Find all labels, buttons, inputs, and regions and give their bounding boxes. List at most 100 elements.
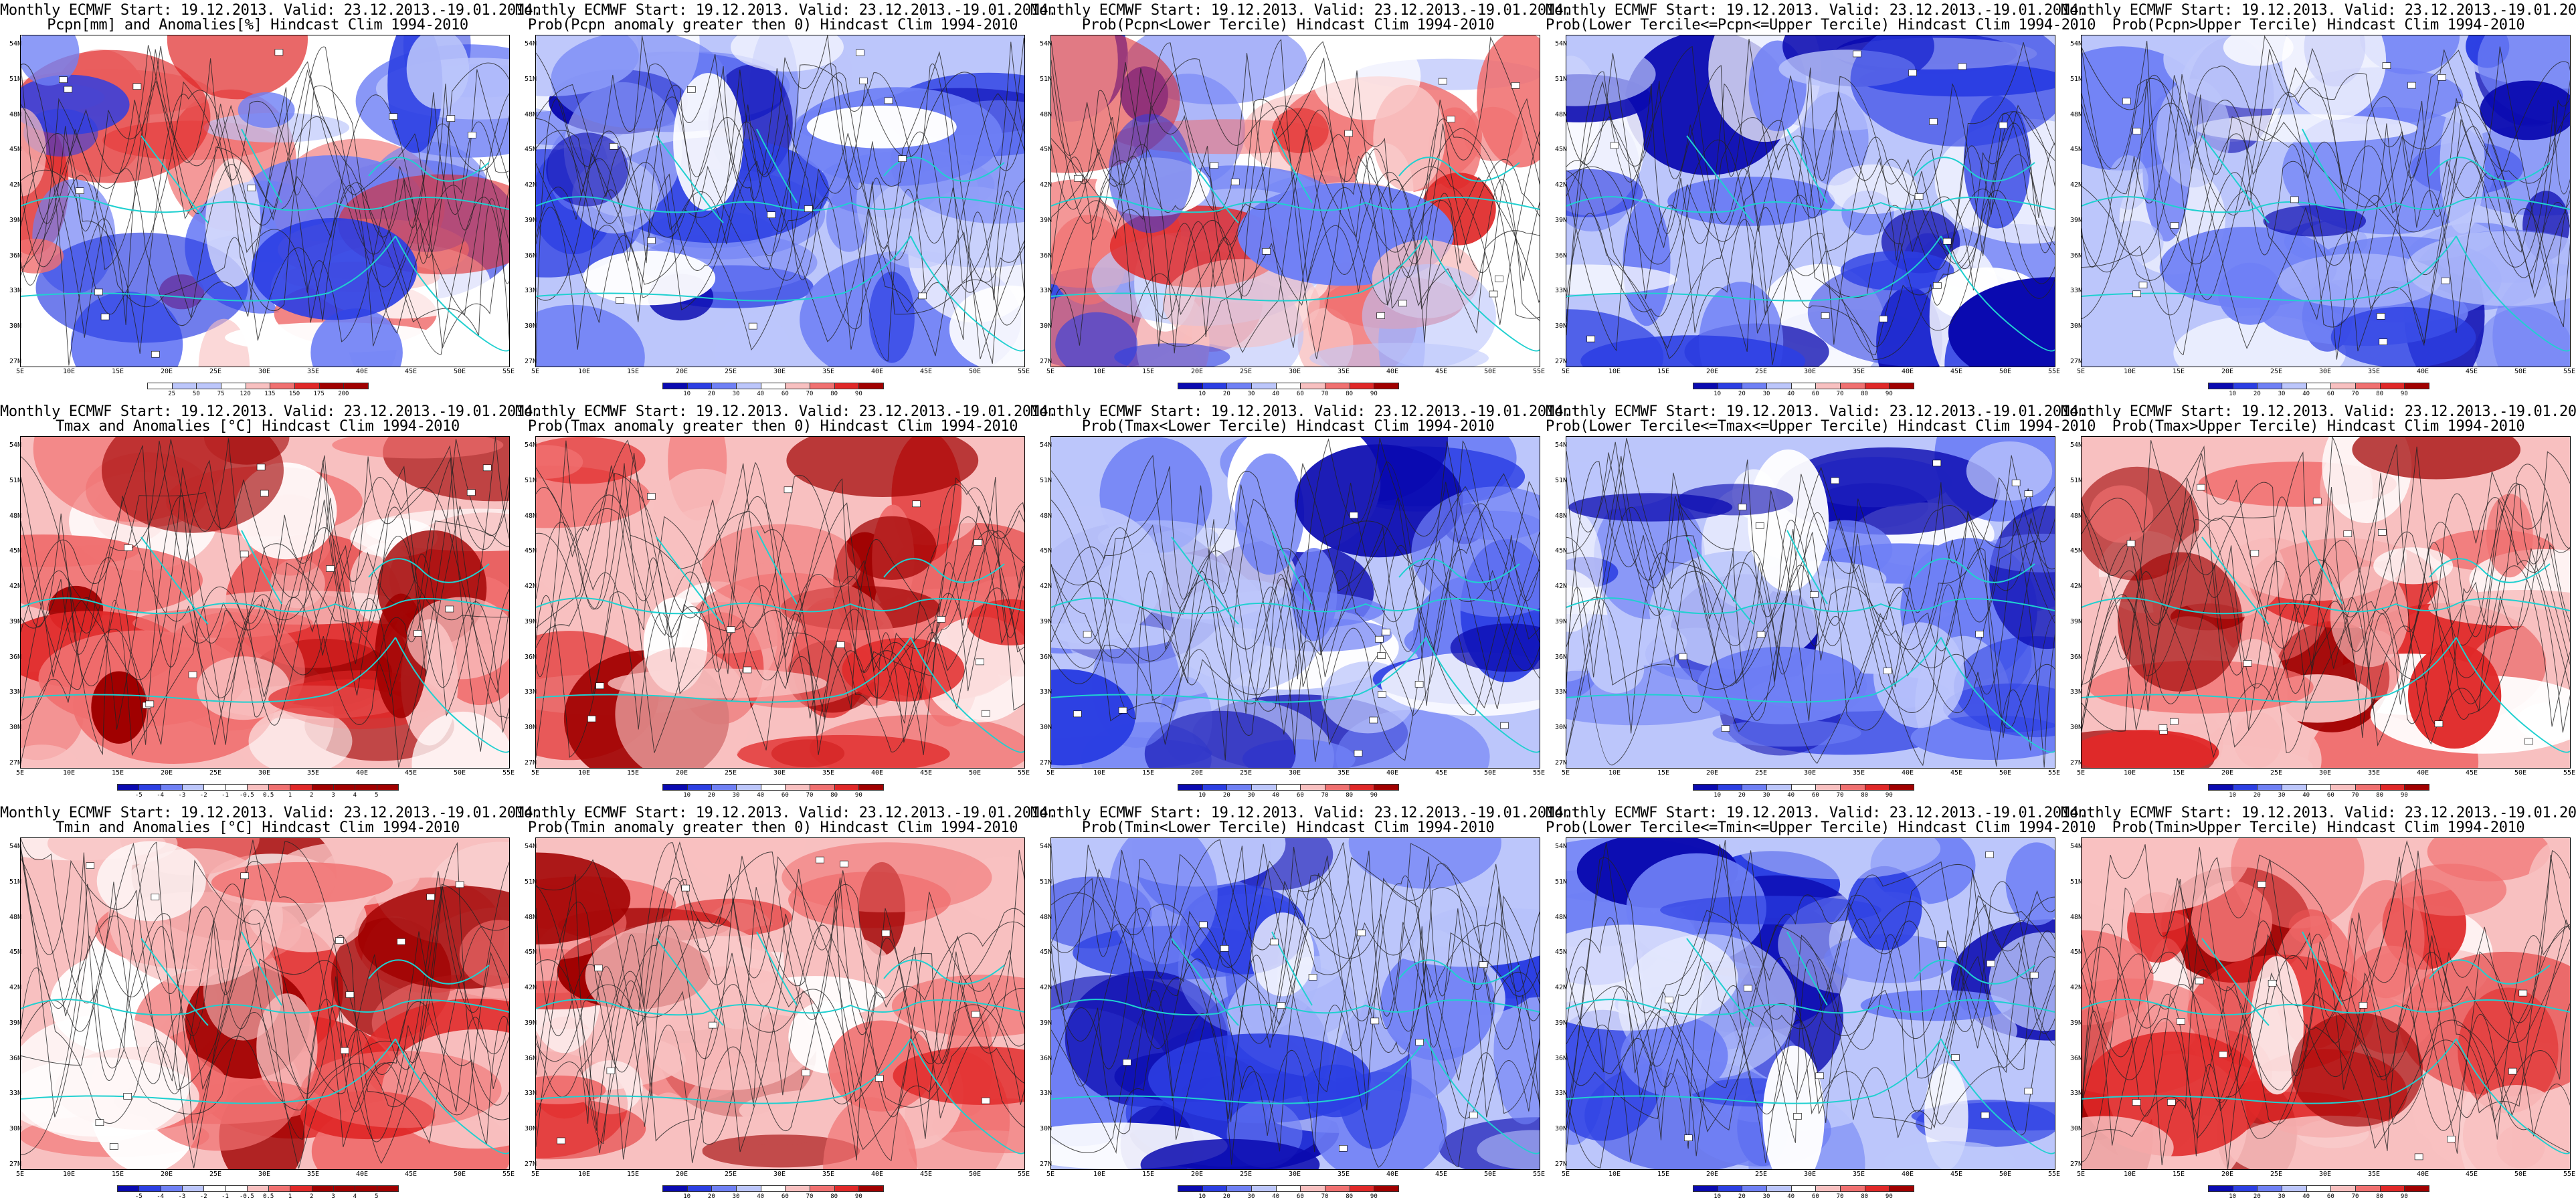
colorbar-tick-label: 20 xyxy=(2253,792,2261,799)
colorbar-tick-label: 70 xyxy=(1836,792,1844,799)
contour-label-box xyxy=(1500,722,1509,729)
lon-tick-label: 10E xyxy=(577,1171,591,1178)
contour-label-box xyxy=(1344,130,1354,137)
isoline xyxy=(21,62,509,346)
lon-tick-label: 40E xyxy=(355,769,369,777)
colorbar-tick-label: 175 xyxy=(313,391,325,397)
coastline xyxy=(536,128,1024,352)
colorbar-tick-label: 10 xyxy=(2229,792,2237,799)
isoline xyxy=(21,45,509,343)
lon-tick-label: 25E xyxy=(724,1171,737,1178)
contour-label-box xyxy=(2377,313,2385,320)
lon-tick-label: 45E xyxy=(404,368,418,375)
lat-tick-label: 42N xyxy=(525,984,537,992)
lon-tick-label: 15E xyxy=(1657,368,1670,375)
lon-tick-label: 45E xyxy=(1435,1171,1448,1178)
colorbar-segment xyxy=(139,1185,161,1192)
contour-label-box xyxy=(2197,484,2205,491)
field-shade xyxy=(459,920,509,989)
map-panel: Monthly ECMWF Start: 19.12.2013. Valid: … xyxy=(1030,803,1572,1204)
isoline xyxy=(2082,79,2570,355)
lat-tick-label: 36N xyxy=(1555,252,1568,260)
lat-tick-label: 45N xyxy=(1555,146,1568,154)
colorbar-tick-label: -3 xyxy=(178,792,186,799)
lon-tick-label: 50E xyxy=(453,769,466,777)
lat-tick-label: 48N xyxy=(1555,512,1568,520)
colorbar-segment xyxy=(2355,1185,2381,1192)
lon-tick-label: 40E xyxy=(1386,1171,1399,1178)
lon-tick-label: 5E xyxy=(531,368,540,375)
map-panel: Monthly ECMWF Start: 19.12.2013. Valid: … xyxy=(0,401,542,803)
colorbar-segment xyxy=(2355,784,2381,791)
lat-tick-label: 42N xyxy=(2070,583,2083,591)
lon-tick-label: 5E xyxy=(1561,368,1570,375)
contour-label-box xyxy=(123,1093,132,1100)
panel-title-line2: Prob(Tmin<Lower Tercile) Hindcast Clim 1… xyxy=(1081,819,1495,836)
lon-tick-label: 15E xyxy=(1657,769,1670,777)
panel-title-line2: Prob(Pcpn anomaly greater then 0) Hindca… xyxy=(527,17,1018,33)
contour-label-box xyxy=(1083,631,1092,638)
colorbar-tick-label: 40 xyxy=(1272,391,1280,397)
isoline xyxy=(536,474,1024,758)
colorbar-tick-label: 40 xyxy=(1787,1193,1795,1200)
field-shade xyxy=(2352,437,2520,480)
field-shade xyxy=(1301,1064,1370,1118)
panel-title-line2: Prob(Tmax>Upper Tercile) Hindcast Clim 1… xyxy=(2112,418,2525,435)
isoline xyxy=(2082,494,2570,727)
colorbar-tick-label: 30 xyxy=(732,1193,740,1200)
lon-tick-label: 55E xyxy=(1532,769,1546,777)
panel-title-line1: Monthly ECMWF Start: 19.12.2013. Valid: … xyxy=(1546,805,2088,821)
lon-tick-label: 30E xyxy=(258,1171,271,1178)
isoline xyxy=(1051,863,1540,1165)
isoline xyxy=(1051,843,1540,1050)
lon-tick-label: 40E xyxy=(870,368,884,375)
lon-tick-label: 50E xyxy=(453,368,466,375)
field-shade xyxy=(1580,335,1806,367)
lon-tick-label: 55E xyxy=(1532,368,1546,375)
colorbar-segment xyxy=(1275,1185,1301,1192)
lon-tick-label: 25E xyxy=(209,769,222,777)
contour-label-box xyxy=(802,1069,811,1076)
colorbar-tick-label: 20 xyxy=(707,792,715,799)
colorbar-tick-label: 0.5 xyxy=(263,792,274,799)
colorbar-segment xyxy=(2208,383,2233,389)
contour-label-box xyxy=(1270,938,1279,946)
contour-label-box xyxy=(2243,660,2252,667)
lat-tick-label: 39N xyxy=(525,216,537,224)
lon-tick-label: 55E xyxy=(502,1171,515,1178)
field-shade xyxy=(1948,277,2055,367)
isoline xyxy=(1051,461,1540,722)
lat-tick-label: 54N xyxy=(525,441,537,449)
lat-tick-label: 42N xyxy=(1555,583,1568,591)
lon-tick-label: 45E xyxy=(1950,368,1963,375)
contour-label-box xyxy=(587,715,596,722)
colorbar-segment xyxy=(1742,383,1767,389)
lon-tick-label: 30E xyxy=(2318,1171,2332,1178)
panel-title-line1: Monthly ECMWF Start: 19.12.2013. Valid: … xyxy=(2061,2,2576,19)
field-shade xyxy=(21,238,64,274)
map-panel: Monthly ECMWF Start: 19.12.2013. Valid: … xyxy=(1546,803,2096,1204)
contour-label-box xyxy=(2379,338,2388,345)
colorbar-tick-label: 10 xyxy=(1714,391,1722,397)
isoline xyxy=(536,64,1024,367)
colorbar-tick-label: 10 xyxy=(1198,1193,1206,1200)
colorbar-tick-label: 60 xyxy=(781,391,789,397)
contour-label-box xyxy=(1793,1113,1802,1120)
lon-tick-label: 35E xyxy=(1852,1171,1865,1178)
colorbar-segment xyxy=(290,784,312,791)
lat-tick-label: 54N xyxy=(1555,40,1568,47)
field-shade xyxy=(1943,683,2055,732)
field-shade xyxy=(806,105,957,148)
isoline xyxy=(1566,890,2055,1169)
contour-label-box xyxy=(1350,512,1358,519)
lon-tick-label: 35E xyxy=(2367,368,2381,375)
panel-title-line1: Monthly ECMWF Start: 19.12.2013. Valid: … xyxy=(1030,2,1572,19)
isoline xyxy=(1051,39,1540,359)
lon-tick-label: 25E xyxy=(724,769,737,777)
contour-label-box xyxy=(345,991,355,998)
field-shade xyxy=(406,35,470,109)
lon-tick-label: 20E xyxy=(1190,769,1204,777)
colorbar-segment xyxy=(1300,1185,1325,1192)
colorbar-segment xyxy=(1717,383,1743,389)
lat-tick-label: 33N xyxy=(1040,1090,1052,1098)
